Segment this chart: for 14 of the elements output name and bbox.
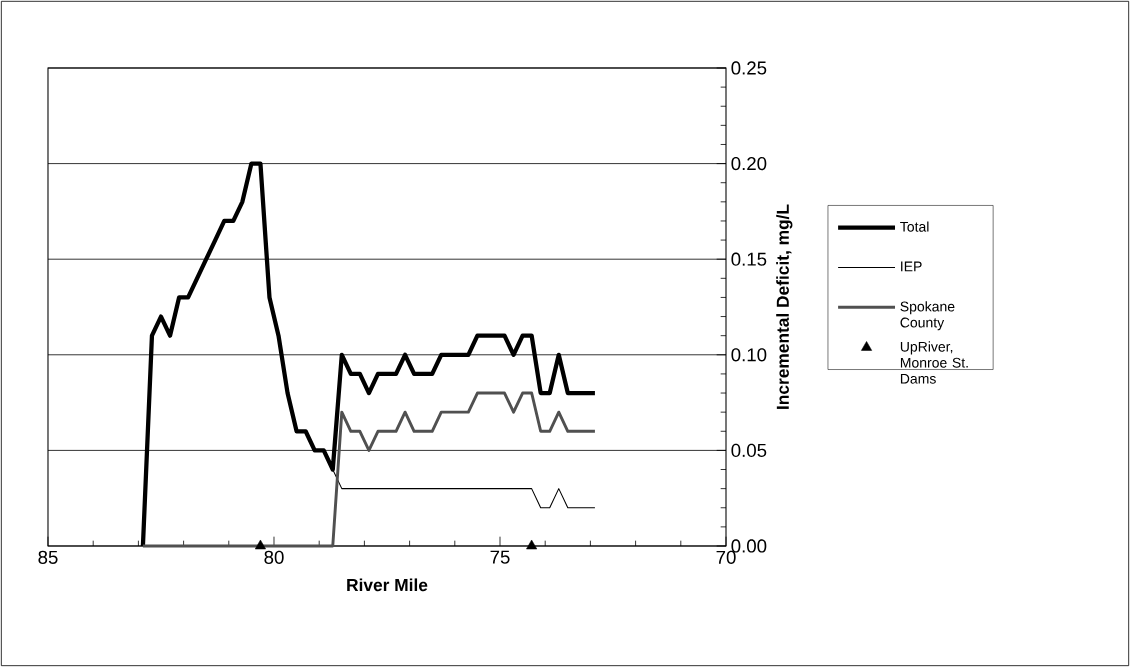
x-tick-label: 80 [264,550,284,564]
legend-label: Total [900,221,929,232]
legend-label: IEP [901,261,922,272]
legend-label: UpRiver, Monroe St. Dams [900,341,968,384]
y-axis-title: Incremental Deficit, mg/L [776,204,793,409]
y-tick-label: 0.05 [731,443,767,458]
y-tick-label: 0.20 [731,156,767,171]
x-tick-label: 85 [38,550,58,564]
y-tick-label: 0.25 [731,61,767,75]
x-axis-title: River Mile [347,578,428,592]
y-tick-label: 0.15 [731,252,767,266]
legend-label: Spokane County [900,301,955,331]
y-tick-label: 0.10 [731,348,767,362]
x-tick-label: 75 [490,550,510,564]
